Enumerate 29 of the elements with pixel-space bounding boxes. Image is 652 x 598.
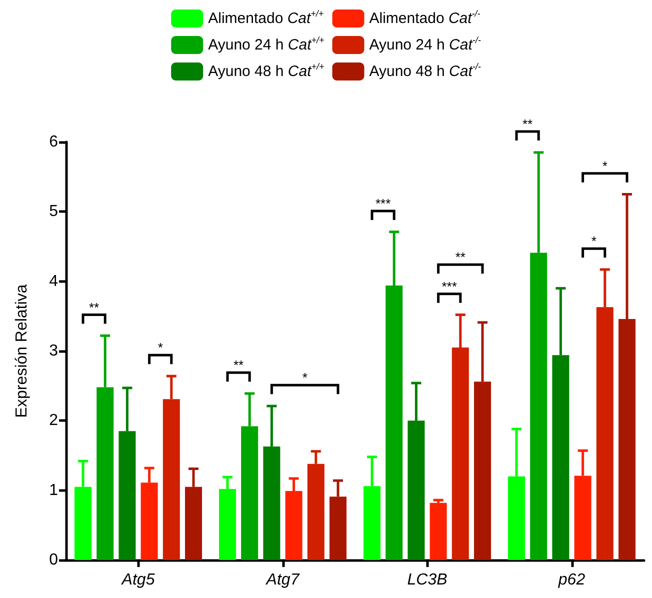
annotation: * [591,234,596,249]
y-tick-label: 0 [49,552,58,568]
x-tick-label: p62 [557,572,586,588]
bar [430,502,447,560]
y-tick-label: 4 [49,272,58,290]
y-tick-label: 3 [49,342,58,360]
annotation: ** [88,300,100,315]
y-tick-label: 1 [49,482,58,499]
annotation: ** [233,358,244,373]
annotation: * [158,340,163,356]
annotation: *** [442,278,457,294]
annotation: ** [455,250,466,265]
x-tick-label: Atg7 [265,572,300,588]
legend-label: Ayuno 24 h Cat+/+ [208,35,324,54]
legend-label: Alimentado Cat+/+ [208,8,324,27]
legend-label: Alimentado Cat-/- [369,8,480,27]
annotation: * [602,158,608,174]
legend-label: Ayuno 48 h Cat+/+ [208,62,324,80]
y-tick-label: 5 [49,203,58,220]
y-tick-label: 6 [49,134,58,150]
annotation: * [302,370,308,386]
y-tick-label: 2 [49,412,58,430]
x-tick-label: LC3B [407,572,448,588]
text: ** [522,116,533,132]
legend-label: Ayuno 24 h Cat-/- [369,35,481,54]
x-tick-label: Atg5 [120,572,155,588]
legend-label: Ayuno 48 h Cat-/- [369,62,481,80]
annotation: *** [375,196,391,211]
y-axis-title: Expresión Relativa [14,284,30,418]
